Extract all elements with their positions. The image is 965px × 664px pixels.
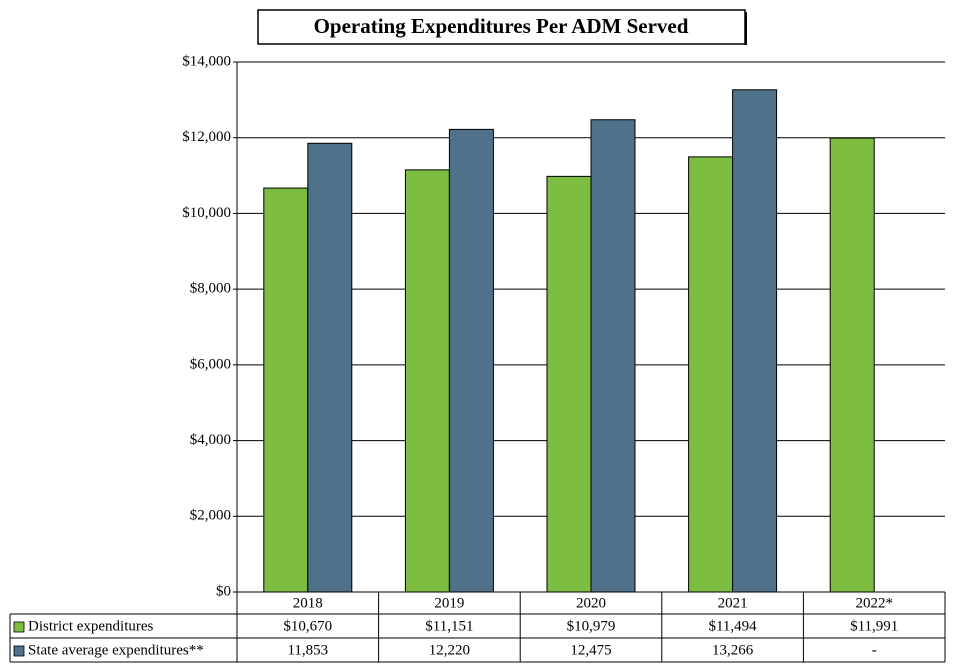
bar	[404, 169, 450, 593]
bar	[546, 175, 592, 593]
table-value: 13,266	[712, 642, 754, 658]
x-tick-label: 2020	[576, 595, 606, 611]
bar	[448, 128, 494, 593]
legend-swatch	[13, 645, 25, 657]
table-value: $11,991	[850, 618, 898, 634]
table-value: 12,220	[429, 642, 470, 658]
bar	[307, 142, 353, 593]
table-value: $10,979	[567, 618, 616, 634]
legend-swatch	[13, 621, 25, 633]
y-tick-label: $0	[216, 583, 231, 599]
bar	[732, 89, 778, 593]
table-value: $10,670	[283, 618, 332, 634]
bar	[829, 137, 875, 593]
table-value: 12,475	[570, 642, 611, 658]
title-box	[257, 9, 746, 45]
bar	[688, 156, 734, 593]
y-tick-label: $4,000	[190, 432, 231, 448]
bar	[590, 119, 636, 593]
table-value: $11,151	[425, 618, 473, 634]
chart-title: Operating Expenditures Per ADM Served	[314, 14, 689, 38]
y-tick-label: $14,000	[182, 53, 231, 69]
legend-label: District expenditures	[28, 618, 154, 634]
legend-label: State average expenditures**	[28, 642, 204, 658]
y-tick-label: $8,000	[190, 281, 231, 297]
y-tick-label: $12,000	[182, 129, 231, 145]
bar	[263, 187, 309, 593]
y-tick-label: $2,000	[190, 508, 231, 524]
table-value: $11,494	[708, 618, 757, 634]
x-tick-label: 2021	[718, 595, 748, 611]
x-tick-label: 2022*	[855, 595, 893, 611]
table-value: -	[872, 642, 877, 658]
y-tick-label: $6,000	[190, 356, 231, 372]
y-tick-label: $10,000	[182, 205, 231, 221]
x-tick-label: 2019	[434, 595, 464, 611]
x-tick-label: 2018	[293, 595, 323, 611]
table-value: 11,853	[287, 642, 328, 658]
